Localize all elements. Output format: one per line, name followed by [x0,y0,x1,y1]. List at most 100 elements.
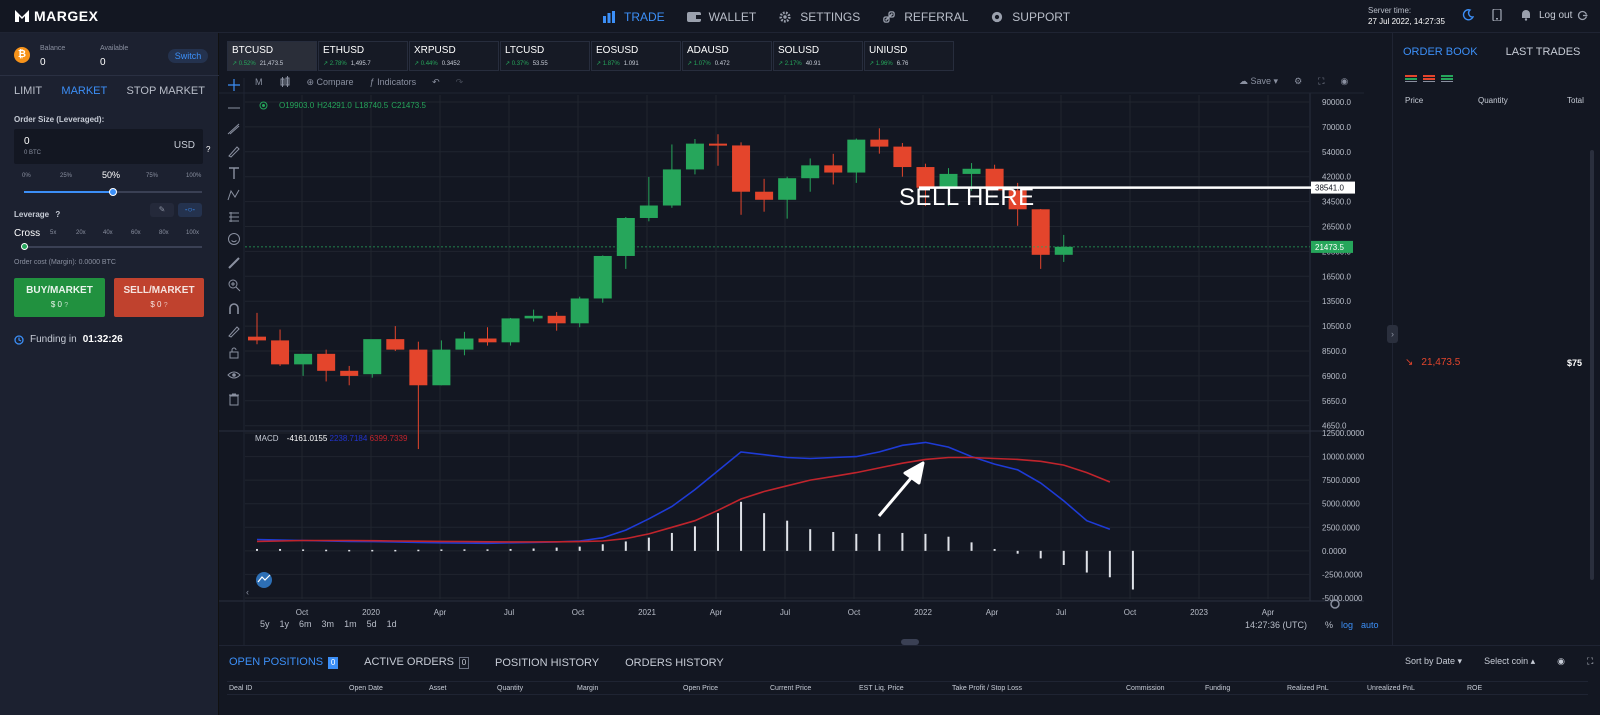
price-chart-canvas[interactable]: 90000.0 70000.0 54000.0 42000.0 34500.0 26500… [219,33,1392,645]
sort-by-date-dropdown[interactable]: Sort by Date ▾ [1405,656,1463,666]
lev-mark-5: 5x [50,230,57,236]
macd-histogram-bar [1016,550,1019,554]
range-1d[interactable]: 1d [386,619,397,629]
zoom-in-icon[interactable] [227,278,241,292]
ticker-ltcusd[interactable]: LTCUSD ↗ 0.37% 53.55 [500,41,590,71]
nav-referral[interactable]: REFERRAL [882,10,968,24]
nav-wallet[interactable]: WALLET [686,10,756,24]
order-book-scrollbar[interactable] [1590,150,1594,580]
ticker-eosusd[interactable]: EOSUSD ↗ 1.87% 1.091 [591,41,681,71]
order-size-help-icon[interactable]: ? [206,145,211,154]
compare-button[interactable]: ⊕ Compare [306,76,354,87]
ticker-adausd[interactable]: ADAUSD ↗ 1.07% 0.472 [682,41,772,71]
range-5d[interactable]: 5d [366,619,377,629]
switch-button[interactable]: Switch [168,49,208,63]
redo-icon[interactable]: ↷ [455,76,464,87]
mobile-icon[interactable] [1492,9,1502,21]
lock-drawing-icon[interactable] [227,324,241,338]
range-3m[interactable]: 3m [321,619,335,629]
lifebuoy-icon [992,11,1003,22]
indicators-button[interactable]: ƒ Indicators [369,77,417,87]
nav-trade[interactable]: TRADE [602,10,665,24]
magnet-icon[interactable] [227,302,241,316]
brand-logo[interactable]: MARGEX [14,8,98,24]
size-slider-handle[interactable] [109,188,117,196]
ticker-ethusd[interactable]: ETHUSD ↗ 2.78% 1,495.7 [318,41,408,71]
chart-settings-icon[interactable]: ⚙ [1294,76,1303,86]
ticker-xrpusd[interactable]: XRPUSD ↗ 0.44% 0.3452 [409,41,499,71]
ticker-uniusd[interactable]: UNIUSD ↗ 1.96% 6.76 [864,41,954,71]
nav-support[interactable]: SUPPORT [990,10,1070,24]
buy-market-button[interactable]: BUY/MARKET $ 0 ? [14,278,105,317]
tab-order-book[interactable]: ORDER BOOK [1403,46,1478,58]
lock-icon[interactable] [227,346,241,360]
log-scale-toggle[interactable]: log [1341,620,1354,630]
range-1y[interactable]: 1y [279,619,290,629]
nav-settings[interactable]: SETTINGS [778,10,860,24]
link-mode-icon[interactable]: -○- [178,203,202,217]
asks-only-icon[interactable] [1423,75,1435,83]
collapse-panel-handle[interactable]: › [1387,325,1398,343]
leverage-slider-handle[interactable] [21,243,28,250]
auto-scale-toggle[interactable]: auto [1361,620,1379,630]
camera-icon[interactable]: ◉ [1340,76,1349,86]
trash-icon[interactable] [227,392,241,406]
fib-icon[interactable] [227,122,241,136]
brush-icon[interactable] [227,144,241,158]
candle-body [755,191,774,200]
save-button[interactable]: ☁ Save ▾ [1239,76,1279,86]
logout-button[interactable]: Log out [1539,10,1589,21]
percent-scale-toggle[interactable]: % [1325,620,1334,630]
eye-icon[interactable] [227,368,241,382]
macd-histogram-bar [670,532,673,551]
range-6m[interactable]: 6m [299,619,312,629]
collapse-eye-icon[interactable]: ◉ [1557,656,1565,666]
tab-orders-history[interactable]: ORDERS HISTORY [625,656,724,669]
funding-label: Funding in [30,334,77,345]
range-5y[interactable]: 5y [260,619,270,629]
ohlc-open: O19903.0 [279,101,315,110]
candle-type-icon[interactable] [279,76,291,88]
tab-position-history[interactable]: POSITION HISTORY [495,656,600,669]
expand-icon[interactable]: ⛶ [1586,656,1594,666]
leverage-slider-track[interactable] [24,246,202,248]
visibility-dot-icon[interactable] [259,101,268,110]
macd-histogram-bar [440,549,443,551]
candle-body [962,168,981,174]
ticker-btcusd[interactable]: BTCUSD ↗ 0.52% 21,473.5 [227,41,317,71]
ruler-tools-icon[interactable] [227,210,241,224]
macd-histogram-bar [509,548,512,551]
undo-icon[interactable]: ↶ [432,76,440,87]
gear-icon [779,10,791,23]
bids-only-icon[interactable] [1441,75,1453,83]
bell-icon[interactable] [1520,9,1532,21]
column-header: Open Price [683,685,719,692]
tab-stop-market[interactable]: STOP MARKET [126,85,205,97]
tab-limit[interactable]: LIMIT [14,85,43,97]
ticker-solusd[interactable]: SOLUSD ↗ 2.17% 40.91 [773,41,863,71]
leverage-help-icon[interactable]: ? [55,210,61,219]
emoji-icon[interactable] [227,232,241,246]
resize-handle[interactable] [901,639,919,645]
ticker-price: 21,473.5 [259,61,284,67]
order-size-input[interactable]: 0 0 BTC USD [14,129,203,164]
tab-active-orders[interactable]: ACTIVE ORDERS 0 [364,656,469,669]
both-sides-icon[interactable] [1405,75,1417,83]
tab-open-positions[interactable]: OPEN POSITIONS 0 [229,656,339,669]
moon-icon[interactable] [1462,9,1474,21]
interval-selector[interactable]: M [255,77,263,87]
time-tick-label: Apr [434,608,447,617]
range-1m[interactable]: 1m [344,619,357,629]
fullscreen-icon[interactable]: ⛶ [1318,76,1325,86]
signal-line [256,456,1111,543]
sell-market-button[interactable]: SELL/MARKET $ 0 ? [114,278,204,317]
measure-icon[interactable] [227,256,241,270]
crosshair-icon[interactable] [227,78,241,92]
select-coin-dropdown[interactable]: Select coin ▴ [1484,656,1536,666]
tab-last-trades[interactable]: LAST TRADES [1505,46,1581,58]
tab-market[interactable]: MARKET [61,85,108,97]
pattern-icon[interactable] [227,188,241,202]
text-tool-icon[interactable] [227,166,241,180]
trend-line-icon[interactable] [227,100,241,114]
pencil-icon[interactable]: ✎ [150,203,174,217]
